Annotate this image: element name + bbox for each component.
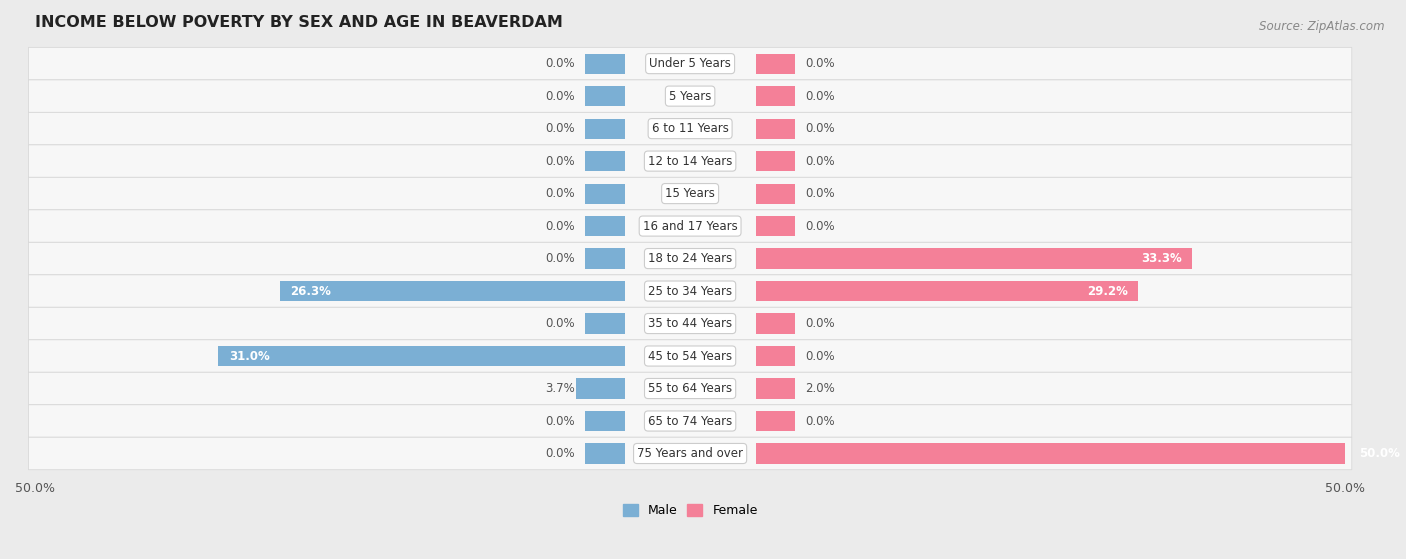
Text: 0.0%: 0.0%	[546, 89, 575, 103]
Text: 18 to 24 Years: 18 to 24 Years	[648, 252, 733, 265]
Text: 5 Years: 5 Years	[669, 89, 711, 103]
Bar	[280, 281, 624, 301]
Bar	[755, 411, 794, 431]
Bar	[755, 346, 794, 366]
Bar	[585, 216, 624, 236]
Text: 55 to 64 Years: 55 to 64 Years	[648, 382, 733, 395]
Text: 0.0%: 0.0%	[806, 187, 835, 200]
Bar	[755, 86, 794, 106]
FancyBboxPatch shape	[28, 177, 1351, 210]
Text: 0.0%: 0.0%	[806, 122, 835, 135]
Bar	[585, 151, 624, 171]
Text: 12 to 14 Years: 12 to 14 Years	[648, 155, 733, 168]
Text: 0.0%: 0.0%	[546, 447, 575, 460]
Bar	[755, 119, 794, 139]
Text: 0.0%: 0.0%	[806, 317, 835, 330]
Text: 26.3%: 26.3%	[291, 285, 332, 297]
Bar	[585, 249, 624, 269]
FancyBboxPatch shape	[28, 307, 1351, 340]
FancyBboxPatch shape	[28, 210, 1351, 242]
Bar	[585, 183, 624, 203]
FancyBboxPatch shape	[28, 340, 1351, 372]
Bar	[755, 54, 794, 74]
Text: 16 and 17 Years: 16 and 17 Years	[643, 220, 738, 233]
FancyBboxPatch shape	[28, 48, 1351, 80]
Bar	[585, 443, 624, 463]
Text: 15 Years: 15 Years	[665, 187, 716, 200]
Text: Under 5 Years: Under 5 Years	[650, 57, 731, 70]
FancyBboxPatch shape	[28, 242, 1351, 275]
Text: Source: ZipAtlas.com: Source: ZipAtlas.com	[1260, 20, 1385, 32]
Text: 0.0%: 0.0%	[806, 220, 835, 233]
Text: 3.7%: 3.7%	[546, 382, 575, 395]
Text: 0.0%: 0.0%	[806, 89, 835, 103]
Bar	[755, 151, 794, 171]
Text: 0.0%: 0.0%	[546, 317, 575, 330]
Text: 0.0%: 0.0%	[546, 187, 575, 200]
FancyBboxPatch shape	[28, 405, 1351, 437]
Text: 2.0%: 2.0%	[806, 382, 835, 395]
FancyBboxPatch shape	[28, 275, 1351, 307]
Text: 50.0%: 50.0%	[1360, 447, 1400, 460]
Text: 35 to 44 Years: 35 to 44 Years	[648, 317, 733, 330]
Bar	[755, 281, 1139, 301]
Text: 0.0%: 0.0%	[546, 155, 575, 168]
Text: 0.0%: 0.0%	[546, 415, 575, 428]
Bar	[755, 183, 794, 203]
Text: 65 to 74 Years: 65 to 74 Years	[648, 415, 733, 428]
Text: 75 Years and over: 75 Years and over	[637, 447, 744, 460]
Text: INCOME BELOW POVERTY BY SEX AND AGE IN BEAVERDAM: INCOME BELOW POVERTY BY SEX AND AGE IN B…	[35, 15, 562, 30]
Text: 0.0%: 0.0%	[806, 57, 835, 70]
Bar	[585, 54, 624, 74]
Text: 25 to 34 Years: 25 to 34 Years	[648, 285, 733, 297]
Bar	[585, 314, 624, 334]
Text: 45 to 54 Years: 45 to 54 Years	[648, 349, 733, 363]
FancyBboxPatch shape	[28, 145, 1351, 177]
Text: 31.0%: 31.0%	[229, 349, 270, 363]
Bar	[755, 378, 794, 399]
FancyBboxPatch shape	[28, 372, 1351, 405]
FancyBboxPatch shape	[28, 112, 1351, 145]
Text: 0.0%: 0.0%	[806, 349, 835, 363]
Bar	[755, 443, 1406, 463]
Legend: Male, Female: Male, Female	[617, 499, 762, 522]
FancyBboxPatch shape	[28, 80, 1351, 112]
Bar	[755, 249, 1192, 269]
Bar	[585, 411, 624, 431]
Text: 33.3%: 33.3%	[1140, 252, 1181, 265]
Bar	[755, 216, 794, 236]
Text: 0.0%: 0.0%	[546, 57, 575, 70]
Text: 0.0%: 0.0%	[806, 155, 835, 168]
Text: 0.0%: 0.0%	[546, 122, 575, 135]
Bar	[755, 314, 794, 334]
Bar	[585, 86, 624, 106]
FancyBboxPatch shape	[28, 437, 1351, 470]
Bar	[585, 119, 624, 139]
Text: 0.0%: 0.0%	[806, 415, 835, 428]
Bar	[218, 346, 624, 366]
Bar	[576, 378, 624, 399]
Text: 0.0%: 0.0%	[546, 220, 575, 233]
Text: 0.0%: 0.0%	[546, 252, 575, 265]
Text: 29.2%: 29.2%	[1087, 285, 1128, 297]
Text: 6 to 11 Years: 6 to 11 Years	[651, 122, 728, 135]
